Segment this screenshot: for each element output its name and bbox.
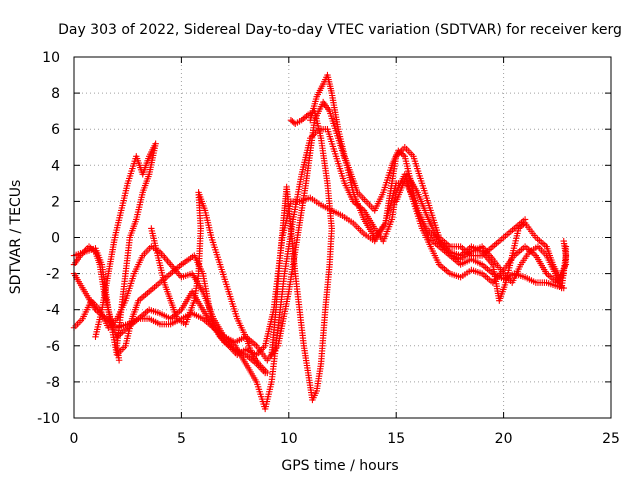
series-track-8: [70, 243, 269, 377]
series-track-6: [268, 107, 335, 404]
y-tick-label: -6: [46, 339, 60, 355]
grid-lines: [74, 57, 611, 418]
x-tick-label: 25: [602, 431, 620, 447]
x-axis-label: GPS time / hours: [281, 458, 398, 474]
x-tick-label: 15: [387, 431, 405, 447]
data-point-marker: [562, 243, 570, 250]
data-point-marker: [289, 118, 296, 125]
series-track-5: [148, 189, 271, 377]
chart-title: Day 303 of 2022, Sidereal Day-to-day VTE…: [58, 22, 622, 38]
y-tick-label: 6: [51, 122, 60, 138]
y-tick-label: 8: [51, 86, 60, 102]
x-tick-label: 5: [177, 431, 186, 447]
y-tick-label: 10: [42, 50, 60, 66]
y-tick-labels: -10 -8 -6 -4 -2 0 2 4 6 8 10: [37, 50, 60, 427]
data-point-marker: [261, 369, 269, 377]
y-tick-label: -8: [46, 375, 60, 391]
x-tick-label: 20: [495, 431, 513, 447]
y-tick-label: -4: [46, 303, 60, 319]
y-tick-label: -2: [46, 267, 60, 283]
series-track-4: [92, 140, 159, 364]
data-point-marker: [560, 237, 567, 245]
plot-frame: [73, 56, 612, 419]
y-tick-label: 2: [51, 194, 60, 210]
data-point-marker: [115, 357, 123, 364]
x-tick-labels: 0 5 10 15 20 25: [70, 431, 620, 447]
y-tick-label: 0: [51, 231, 60, 247]
x-tick-label: 10: [280, 431, 298, 447]
y-tick-label: 4: [51, 158, 60, 174]
data-markers: [70, 71, 570, 413]
y-axis-label: SDTVAR / TECUs: [8, 180, 24, 295]
y-tick-label: -10: [37, 411, 60, 427]
data-point-marker: [287, 116, 295, 124]
x-tick-label: 0: [70, 431, 79, 447]
series-track-9: [393, 171, 570, 304]
